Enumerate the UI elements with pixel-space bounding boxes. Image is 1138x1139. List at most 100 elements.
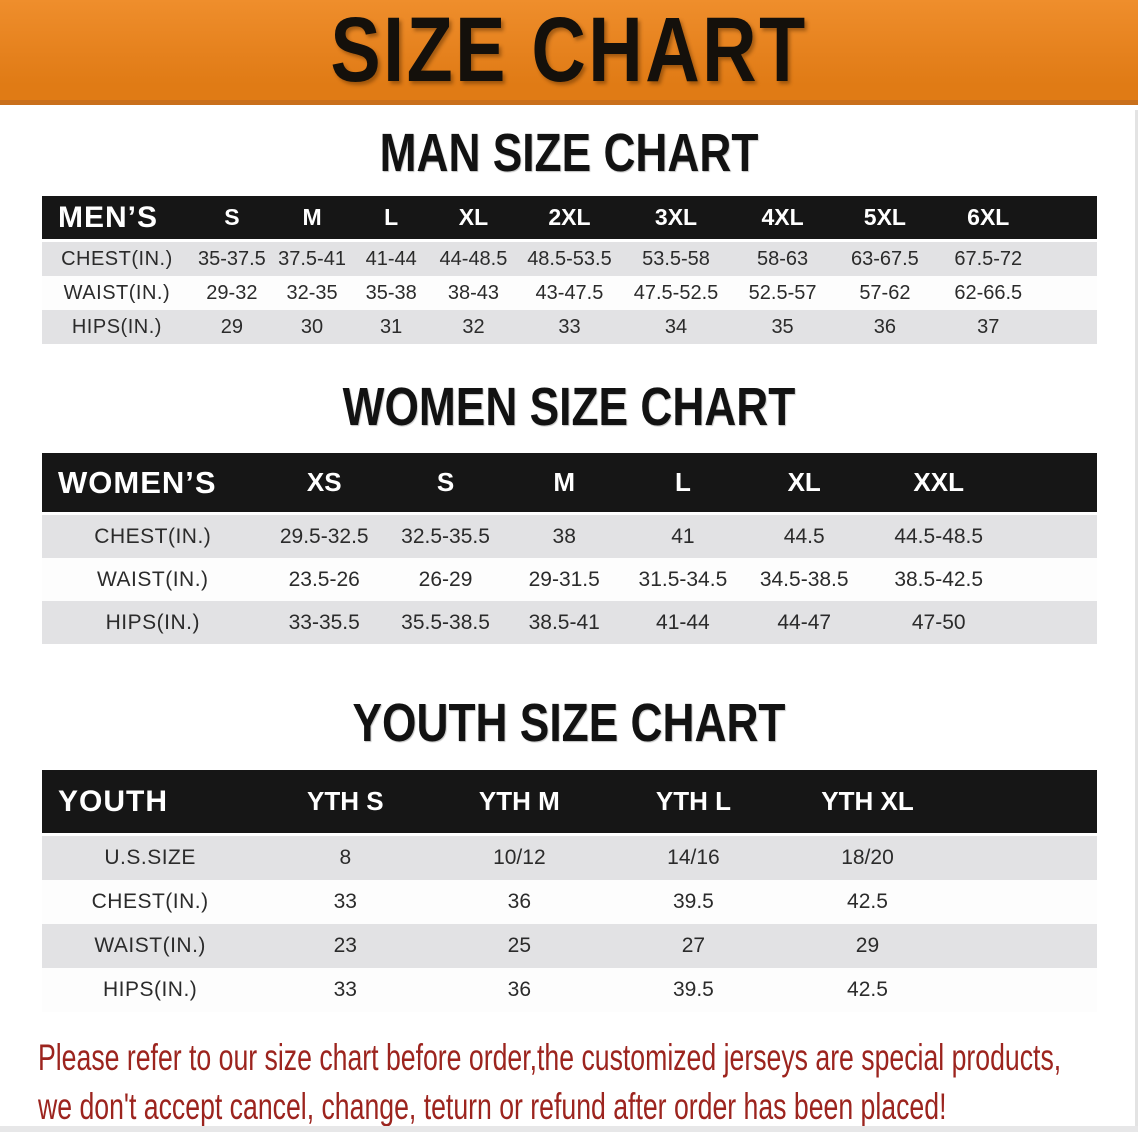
value-cell: 44.5 bbox=[743, 515, 865, 558]
value-cell: 44.5-48.5 bbox=[864, 515, 1013, 558]
row-label: CHEST(IN.) bbox=[42, 880, 259, 924]
value-cell: 57-62 bbox=[835, 276, 935, 310]
value-cell: 41 bbox=[622, 515, 744, 558]
spacer-cell bbox=[1042, 196, 1097, 242]
value-cell: 44-47 bbox=[743, 601, 865, 644]
youth-corner-label: YOUTH bbox=[42, 770, 259, 836]
row-label: HIPS(IN.) bbox=[42, 601, 264, 644]
men-chest-row: CHEST(IN.) 35-37.5 37.5-41 41-44 44-48.5… bbox=[42, 242, 1097, 276]
value-cell: 35-37.5 bbox=[191, 242, 272, 276]
value-cell: 33 bbox=[258, 880, 433, 924]
men-size-header: L bbox=[352, 196, 431, 242]
value-cell: 29 bbox=[780, 924, 955, 968]
row-label: U.S.SIZE bbox=[42, 836, 259, 880]
disclaimer-text-1: Please refer to our size chart before or… bbox=[38, 1037, 1062, 1078]
value-cell: 38-43 bbox=[430, 276, 517, 310]
row-label: CHEST(IN.) bbox=[42, 242, 192, 276]
value-cell: 34 bbox=[622, 310, 730, 344]
youth-size-header: YTH S bbox=[258, 770, 433, 836]
men-size-header: S bbox=[191, 196, 272, 242]
size-chart-banner: SIZE CHART bbox=[0, 0, 1138, 105]
men-corner-label: MEN’S bbox=[42, 196, 192, 242]
spacer-cell bbox=[954, 880, 1097, 924]
disclaimer: Please refer to our size chart before or… bbox=[38, 1033, 1138, 1131]
right-edge-line bbox=[1135, 110, 1138, 1126]
value-cell: 37 bbox=[934, 310, 1043, 344]
spacer-cell bbox=[954, 836, 1097, 880]
youth-size-header: YTH L bbox=[606, 770, 781, 836]
value-cell: 39.5 bbox=[606, 968, 781, 1012]
men-hips-row: HIPS(IN.) 29 30 31 32 33 34 35 36 37 bbox=[42, 310, 1097, 344]
value-cell: 43-47.5 bbox=[516, 276, 623, 310]
value-cell: 48.5-53.5 bbox=[516, 242, 623, 276]
men-section-title: MAN SIZE CHART bbox=[0, 122, 1138, 184]
women-section-title-text: WOMEN SIZE CHART bbox=[342, 377, 796, 437]
spacer-cell bbox=[954, 968, 1097, 1012]
women-waist-row: WAIST(IN.) 23.5-26 26-29 29-31.5 31.5-34… bbox=[42, 558, 1097, 601]
spacer-cell bbox=[1012, 515, 1097, 558]
value-cell: 18/20 bbox=[780, 836, 955, 880]
value-cell: 31 bbox=[352, 310, 431, 344]
value-cell: 32-35 bbox=[271, 276, 353, 310]
youth-waist-row: WAIST(IN.) 23 25 27 29 bbox=[42, 924, 1097, 968]
men-size-header: 6XL bbox=[934, 196, 1043, 242]
value-cell: 37.5-41 bbox=[271, 242, 353, 276]
men-size-header: 4XL bbox=[729, 196, 836, 242]
row-label: WAIST(IN.) bbox=[42, 924, 259, 968]
value-cell: 29-32 bbox=[191, 276, 272, 310]
value-cell: 33 bbox=[516, 310, 623, 344]
value-cell: 41-44 bbox=[352, 242, 431, 276]
value-cell: 26-29 bbox=[384, 558, 507, 601]
row-label: WAIST(IN.) bbox=[42, 558, 264, 601]
women-section-title: WOMEN SIZE CHART bbox=[0, 376, 1138, 438]
value-cell: 38 bbox=[506, 515, 623, 558]
men-size-header: XL bbox=[430, 196, 517, 242]
value-cell: 33 bbox=[258, 968, 433, 1012]
value-cell: 32.5-35.5 bbox=[384, 515, 507, 558]
youth-size-table: YOUTH YTH S YTH M YTH L YTH XL U.S.SIZE … bbox=[42, 770, 1097, 1012]
women-size-header: S bbox=[384, 453, 507, 515]
value-cell: 23.5-26 bbox=[263, 558, 385, 601]
women-chest-row: CHEST(IN.) 29.5-32.5 32.5-35.5 38 41 44.… bbox=[42, 515, 1097, 558]
row-label: HIPS(IN.) bbox=[42, 310, 192, 344]
men-size-header: M bbox=[271, 196, 353, 242]
banner-title: SIZE CHART bbox=[330, 0, 808, 101]
disclaimer-text-2: we don't accept cancel, change, teturn o… bbox=[38, 1086, 947, 1127]
value-cell: 33-35.5 bbox=[263, 601, 385, 644]
disclaimer-line-2: we don't accept cancel, change, teturn o… bbox=[38, 1082, 1138, 1131]
value-cell: 36 bbox=[835, 310, 935, 344]
value-cell: 53.5-58 bbox=[622, 242, 730, 276]
youth-size-header: YTH XL bbox=[780, 770, 955, 836]
spacer-cell bbox=[954, 924, 1097, 968]
value-cell: 10/12 bbox=[432, 836, 607, 880]
row-label: WAIST(IN.) bbox=[42, 276, 192, 310]
value-cell: 8 bbox=[258, 836, 433, 880]
spacer-cell bbox=[1042, 242, 1097, 276]
value-cell: 29 bbox=[191, 310, 272, 344]
women-size-header: XL bbox=[743, 453, 865, 515]
value-cell: 63-67.5 bbox=[835, 242, 935, 276]
value-cell: 35-38 bbox=[352, 276, 431, 310]
women-size-header: M bbox=[506, 453, 623, 515]
value-cell: 35.5-38.5 bbox=[384, 601, 507, 644]
disclaimer-line-1: Please refer to our size chart before or… bbox=[38, 1033, 1138, 1082]
value-cell: 38.5-41 bbox=[506, 601, 623, 644]
value-cell: 35 bbox=[729, 310, 836, 344]
value-cell: 36 bbox=[432, 880, 607, 924]
men-section-title-text: MAN SIZE CHART bbox=[379, 123, 759, 183]
value-cell: 32 bbox=[430, 310, 517, 344]
men-size-header: 2XL bbox=[516, 196, 623, 242]
value-cell: 47-50 bbox=[864, 601, 1013, 644]
value-cell: 29-31.5 bbox=[506, 558, 623, 601]
row-label: HIPS(IN.) bbox=[42, 968, 259, 1012]
spacer-cell bbox=[954, 770, 1097, 836]
value-cell: 23 bbox=[258, 924, 433, 968]
spacer-cell bbox=[1012, 453, 1097, 515]
youth-ussize-row: U.S.SIZE 8 10/12 14/16 18/20 bbox=[42, 836, 1097, 880]
value-cell: 27 bbox=[606, 924, 781, 968]
value-cell: 62-66.5 bbox=[934, 276, 1043, 310]
value-cell: 30 bbox=[271, 310, 353, 344]
women-hips-row: HIPS(IN.) 33-35.5 35.5-38.5 38.5-41 41-4… bbox=[42, 601, 1097, 644]
value-cell: 38.5-42.5 bbox=[864, 558, 1013, 601]
value-cell: 47.5-52.5 bbox=[622, 276, 730, 310]
